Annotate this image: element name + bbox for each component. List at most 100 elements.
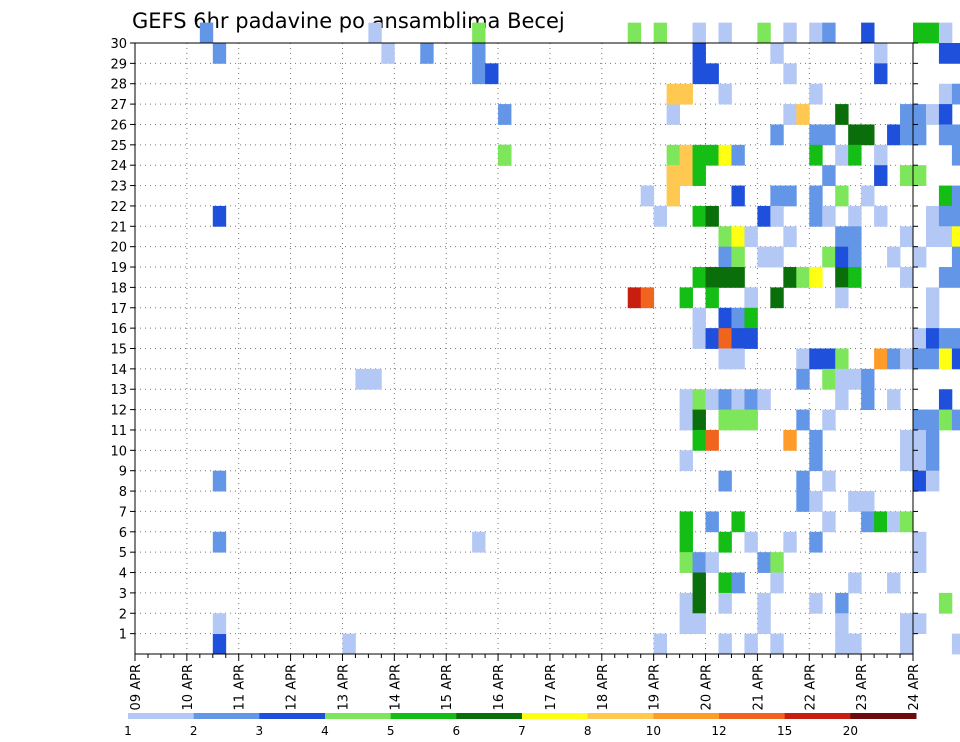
heatmap-cell xyxy=(731,328,745,349)
heatmap-cell xyxy=(796,267,810,288)
heatmap-cell xyxy=(848,633,862,655)
heatmap-cell xyxy=(913,124,927,146)
heatmap-cell xyxy=(835,104,849,125)
heatmap-cell xyxy=(744,328,758,349)
y-tick-label: 29 xyxy=(110,57,127,72)
heatmap-cell xyxy=(913,246,927,268)
y-tick-label: 15 xyxy=(110,343,127,358)
heatmap-cell xyxy=(861,22,875,44)
heatmap-cell xyxy=(368,368,382,390)
colorbar-swatch xyxy=(193,713,260,719)
heatmap-cell xyxy=(692,267,706,288)
colorbar-label: 12 xyxy=(711,724,726,738)
heatmap-cell xyxy=(705,267,719,288)
heatmap-cell xyxy=(770,572,784,594)
heatmap-cell xyxy=(913,429,927,451)
y-tick-label: 6 xyxy=(119,526,127,541)
heatmap-cell xyxy=(861,491,875,512)
heatmap-cell xyxy=(925,104,940,125)
heatmap-cell xyxy=(744,633,758,655)
y-tick-label: 21 xyxy=(110,220,127,235)
y-tick-label: 18 xyxy=(110,281,127,296)
heatmap-cell xyxy=(666,185,680,207)
heatmap-cell xyxy=(640,287,655,309)
heatmap-cell xyxy=(938,43,953,64)
heatmap-cell xyxy=(757,613,771,635)
heatmap-cell xyxy=(913,613,927,635)
heatmap-cell xyxy=(925,22,940,44)
heatmap-cell xyxy=(783,267,797,288)
heatmap-cell xyxy=(783,63,797,85)
y-tick-label: 23 xyxy=(110,180,127,195)
x-tick-label: 17 APR xyxy=(544,664,559,710)
heatmap-cell xyxy=(874,348,888,370)
heatmap-cell xyxy=(951,83,960,105)
heatmap-cell xyxy=(861,511,875,533)
heatmap-cell xyxy=(822,165,836,186)
x-tick-label: 20 APR xyxy=(700,664,715,710)
heatmap-cell xyxy=(770,633,784,655)
heatmap-cell xyxy=(796,470,810,492)
heatmap-cell xyxy=(692,144,706,166)
heatmap-cell xyxy=(744,226,758,248)
heatmap-cell xyxy=(938,267,953,288)
heatmap-cell xyxy=(757,246,771,268)
heatmap-cell xyxy=(770,552,784,573)
heatmap-cell xyxy=(783,226,797,248)
heatmap-cell xyxy=(757,552,771,573)
heatmap-cell xyxy=(874,511,888,533)
heatmap-cell xyxy=(887,572,901,594)
heatmap-cell xyxy=(718,572,732,594)
y-tick-label: 16 xyxy=(110,322,127,337)
heatmap-cell xyxy=(212,205,227,227)
colorbar-label: 7 xyxy=(518,724,526,738)
heatmap-cell xyxy=(861,389,875,410)
heatmap-cell xyxy=(212,531,227,553)
heatmap-cell xyxy=(900,104,914,125)
colorbar-swatch xyxy=(784,713,851,719)
y-tick-label: 19 xyxy=(110,261,127,276)
heatmap-cell xyxy=(212,43,227,64)
heatmap-cell xyxy=(744,531,758,553)
heatmap-cell xyxy=(900,267,914,288)
colorbar-swatch xyxy=(128,713,195,719)
colorbar-swatch xyxy=(259,713,326,719)
heatmap-cell xyxy=(679,511,693,533)
colorbar-label: 8 xyxy=(584,724,592,738)
heatmap-cell xyxy=(770,287,784,309)
y-tick-label: 9 xyxy=(119,465,127,480)
heatmap-cell xyxy=(731,226,745,248)
heatmap-cell xyxy=(925,328,940,349)
heatmap-cell xyxy=(925,226,940,248)
heatmap-cell xyxy=(887,246,901,268)
heatmap-cell xyxy=(848,267,862,288)
y-tick-label: 26 xyxy=(110,118,127,133)
heatmap-cell xyxy=(938,124,953,146)
heatmap-cell xyxy=(653,633,668,655)
heatmap-cell xyxy=(679,552,693,573)
y-tick-label: 7 xyxy=(119,505,127,520)
heatmap-cell xyxy=(809,124,823,146)
heatmap-cell xyxy=(692,22,706,44)
heatmap-cell xyxy=(913,348,927,370)
colorbar-swatch xyxy=(390,713,457,719)
heatmap-cell xyxy=(731,246,745,268)
heatmap-cell xyxy=(783,22,797,44)
heatmap-cell xyxy=(718,226,732,248)
heatmap-cell xyxy=(938,328,953,349)
heatmap-cell xyxy=(925,429,940,451)
heatmap-cell xyxy=(848,491,862,512)
heatmap-cell xyxy=(498,144,512,166)
heatmap-cell xyxy=(796,368,810,390)
heatmap-cell xyxy=(692,328,706,349)
heatmap-cell xyxy=(925,307,940,329)
heatmap-cell xyxy=(705,429,719,451)
heatmap-cell xyxy=(796,409,810,431)
heatmap-cell xyxy=(913,470,927,492)
heatmap-cell xyxy=(951,226,960,248)
heatmap-cell xyxy=(809,348,823,370)
heatmap-cell xyxy=(679,165,693,186)
heatmap-cell xyxy=(731,348,745,370)
heatmap-cell xyxy=(679,531,693,553)
heatmap-cell xyxy=(718,144,732,166)
